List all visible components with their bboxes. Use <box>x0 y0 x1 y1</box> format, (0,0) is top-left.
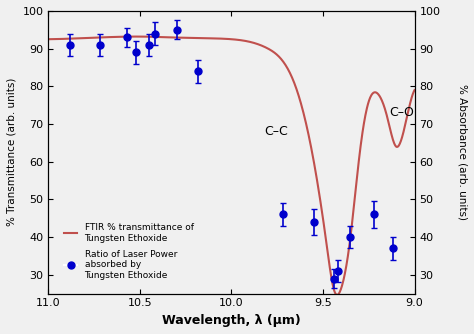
X-axis label: Wavelength, λ (μm): Wavelength, λ (μm) <box>162 314 301 327</box>
Y-axis label: % Absorbance (arb. units): % Absorbance (arb. units) <box>457 84 467 220</box>
Legend: FTIR % transmittance of
Tungsten Ethoxide, Ratio of Laser Power
absorbed by
Tung: FTIR % transmittance of Tungsten Ethoxid… <box>60 220 197 284</box>
Text: C–C: C–C <box>264 125 288 138</box>
Y-axis label: % Transmittance (arb. units): % Transmittance (arb. units) <box>7 78 17 226</box>
Text: C–O: C–O <box>389 107 414 120</box>
